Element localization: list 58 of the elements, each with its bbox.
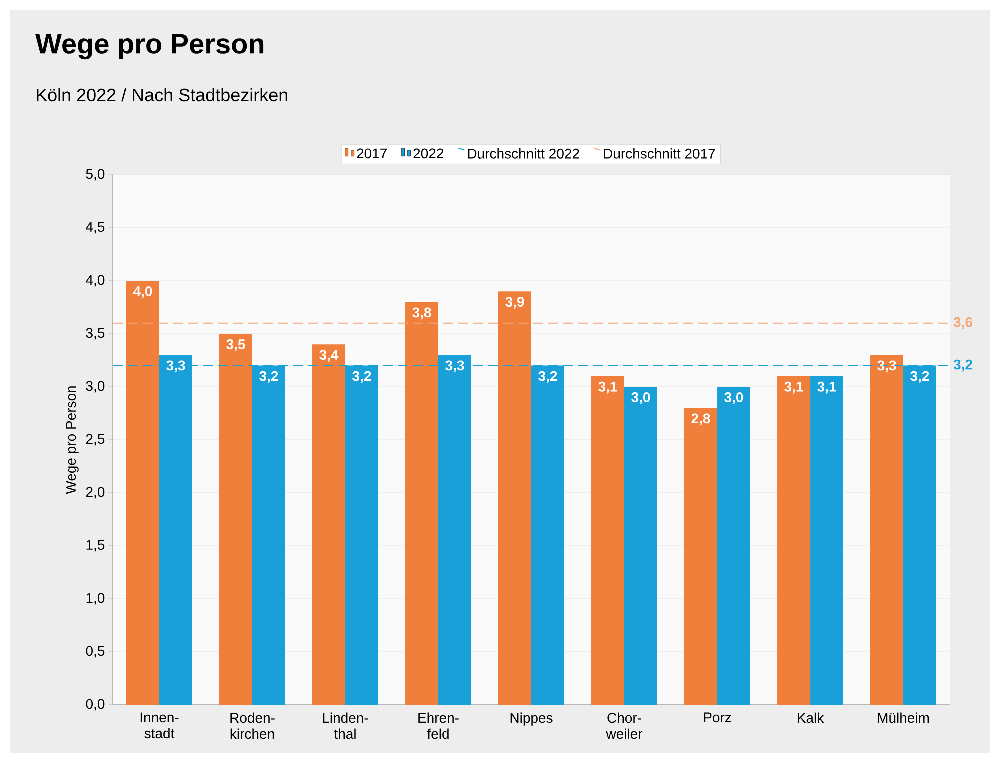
- data-label: 2,8: [692, 414, 710, 426]
- y-tick-label: 0,0: [86, 699, 105, 711]
- data-label: 3,1: [784, 382, 804, 394]
- bar: [406, 302, 439, 705]
- legend-label: Durchschnitt 2017: [604, 148, 716, 159]
- data-label: 3,5: [226, 340, 246, 352]
- x-tick-label: Roden-kirchen: [230, 712, 275, 740]
- data-label: 3,0: [724, 392, 744, 404]
- bar: [810, 376, 844, 705]
- data-label: 3,8: [412, 308, 432, 320]
- bar: [870, 355, 904, 705]
- chart-title: Wege pro Person: [36, 34, 264, 60]
- bar: [778, 376, 811, 705]
- y-tick-label: 2,5: [86, 434, 105, 446]
- data-label: 3,9: [506, 297, 524, 310]
- x-tick-label: Ehren-feld: [418, 712, 459, 740]
- data-label: 3,4: [320, 350, 339, 362]
- bar: [624, 386, 658, 705]
- bar: [592, 376, 625, 705]
- y-tick-label: 1,5: [86, 540, 105, 552]
- data-label: 3,3: [446, 360, 464, 373]
- bar: [498, 292, 532, 705]
- y-tick-label: 2,0: [86, 487, 105, 499]
- x-tick-label: Chor-weiler: [606, 712, 643, 740]
- x-tick-label: Innen-stadt: [140, 712, 179, 739]
- data-label: 3,1: [818, 382, 836, 394]
- data-label: 3,1: [598, 382, 618, 394]
- legend-label: 2022: [414, 148, 444, 159]
- bar: [684, 408, 718, 705]
- y-tick-label: 3,5: [86, 328, 105, 340]
- y-axis-title: Wege pro Person: [66, 386, 79, 494]
- data-label: 3,2: [260, 371, 278, 384]
- x-tick-label: Kalk: [798, 712, 824, 724]
- data-label: 3,3: [166, 360, 186, 373]
- chart-subtitle: Köln 2022 / Nach Stadtbezirken: [37, 88, 288, 102]
- bar: [718, 386, 751, 705]
- text: 3,6: [954, 317, 972, 330]
- y-tick-label: 5,0: [86, 169, 105, 181]
- text: 3,2: [954, 360, 972, 372]
- x-tick-label: Mülheim: [878, 712, 930, 724]
- data-label: 3,2: [910, 371, 930, 384]
- y-tick-label: 4,0: [86, 275, 105, 287]
- y-tick-label: 0,5: [86, 646, 105, 658]
- data-label: 4,0: [133, 286, 152, 298]
- legend-label: Durchschnitt 2022: [468, 148, 580, 159]
- data-label: 3,2: [352, 371, 372, 384]
- x-tick-label: Linden-thal: [323, 712, 368, 740]
- y-tick-label: 3,0: [86, 381, 105, 393]
- bar: [220, 334, 253, 705]
- x-tick-label: Nippes: [510, 712, 553, 726]
- y-tick-label: 4,5: [86, 222, 105, 234]
- data-label: 3,0: [632, 392, 650, 404]
- x-tick-label: Porz: [704, 712, 732, 723]
- data-label: 3,2: [538, 371, 558, 384]
- bar: [312, 344, 346, 705]
- bar: [126, 280, 160, 705]
- y-tick-label: 1,0: [86, 593, 105, 605]
- legend-label: 2017: [357, 148, 387, 159]
